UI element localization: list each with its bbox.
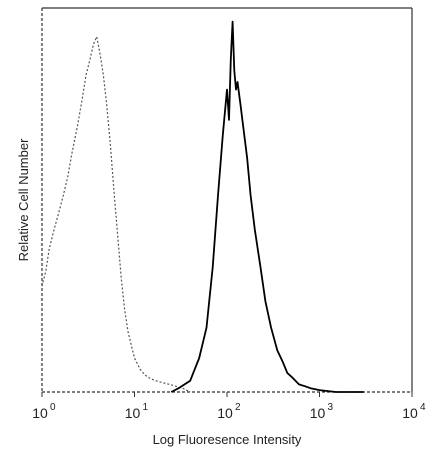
x-tick-exponent: 2 [235, 402, 241, 413]
x-tick-label: 10 [217, 405, 233, 421]
y-axis-label: Relative Cell Number [16, 138, 31, 261]
x-tick-label: 10 [310, 405, 326, 421]
x-tick-label: 10 [402, 405, 418, 421]
x-tick-label: 10 [32, 405, 48, 421]
x-tick-exponent: 3 [328, 402, 334, 413]
x-axis-label: Log Fluoresence Intensity [153, 432, 302, 447]
x-tick-label: 10 [125, 405, 141, 421]
x-tick-exponent: 0 [50, 402, 56, 413]
control-histogram-line [41, 36, 191, 393]
x-tick-exponent: 4 [420, 402, 426, 413]
x-tick-exponent: 1 [143, 402, 149, 413]
stained-histogram-line [170, 20, 364, 393]
